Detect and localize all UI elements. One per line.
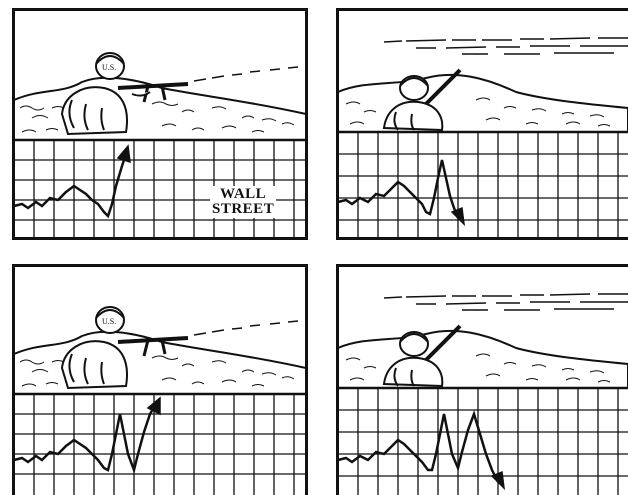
panel-4 bbox=[336, 264, 628, 495]
panel-1: U.S. bbox=[12, 8, 308, 240]
up-arrow-icon bbox=[116, 144, 131, 164]
trend-line-down bbox=[337, 159, 460, 219]
soldier-firing-icon: U.S. bbox=[60, 306, 189, 390]
svg-text:U.S.: U.S. bbox=[102, 63, 116, 72]
soldier-firing-icon: U.S. bbox=[60, 52, 189, 136]
trend-line-up bbox=[13, 153, 128, 219]
panel-3: U.S. bbox=[12, 264, 308, 495]
incoming-bullets bbox=[383, 293, 628, 311]
down-arrow-icon bbox=[450, 206, 466, 227]
stock-chart-grid bbox=[14, 392, 306, 495]
caption-line-2: STREET bbox=[212, 201, 275, 217]
bullet-trail bbox=[193, 66, 299, 82]
caption-line-1: WALL bbox=[220, 186, 267, 202]
soldier-ducking-icon bbox=[382, 68, 462, 132]
trend-line-down bbox=[337, 410, 500, 483]
bullet-trail bbox=[193, 320, 299, 336]
trend-line-up bbox=[13, 403, 158, 475]
up-arrow-icon bbox=[146, 396, 161, 416]
panel-2 bbox=[336, 8, 628, 240]
stock-chart-grid bbox=[338, 130, 628, 238]
down-arrow-icon bbox=[490, 470, 506, 491]
svg-text:U.S.: U.S. bbox=[102, 317, 116, 326]
incoming-bullets bbox=[383, 37, 628, 55]
wall-street-caption: WALL STREET bbox=[210, 186, 277, 218]
soldier-ducking-icon bbox=[382, 324, 462, 388]
